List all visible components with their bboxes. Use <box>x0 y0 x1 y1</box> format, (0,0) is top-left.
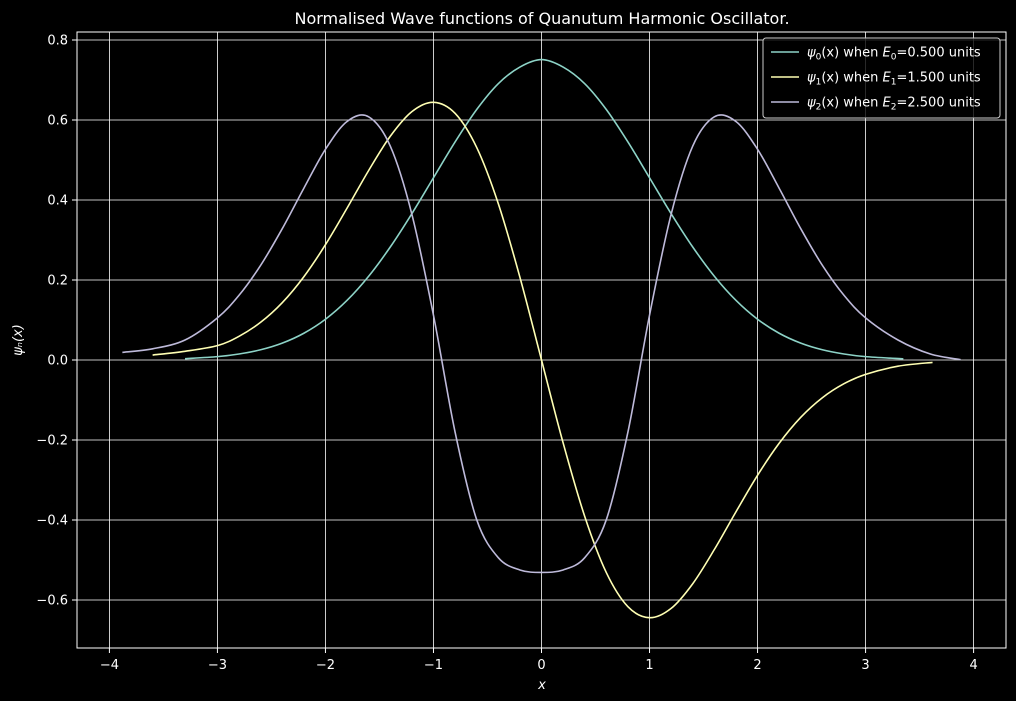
series-lines <box>122 58 961 619</box>
series-line-psi2 <box>122 114 961 574</box>
y-tick-label: −0.6 <box>36 594 68 609</box>
legend-box <box>762 37 1001 119</box>
x-tick-label: 2 <box>753 658 761 673</box>
y-tick-label: 0.8 <box>47 34 68 49</box>
x-tick-label: −4 <box>100 658 119 673</box>
x-tick-label: −1 <box>424 658 443 673</box>
legend: ψ0(x) when E0=0.500 units ψ1(x) when E1=1… <box>762 37 1001 119</box>
y-tick-label: 0.4 <box>47 194 68 209</box>
y-tick-label: 0.0 <box>47 354 68 369</box>
grid <box>77 32 1006 648</box>
y-axis-label: ψₙ(x) <box>11 324 26 356</box>
legend-entry-label: ψ0(x) when E0=0.500 units <box>807 46 981 63</box>
chart-title: Normalised Wave functions of Quanutum Ha… <box>294 9 789 28</box>
y-tick-label: −0.2 <box>36 434 68 449</box>
series-line-psi1 <box>152 101 933 619</box>
legend-entry-label: ψ1(x) when E1=1.500 units <box>807 71 981 88</box>
y-tick-label: 0.2 <box>47 274 68 289</box>
x-tick-label: −3 <box>208 658 227 673</box>
x-axis-label: x <box>537 678 546 693</box>
x-tick-label: 3 <box>861 658 869 673</box>
y-tick-label: 0.6 <box>47 114 68 129</box>
x-tick-label: 1 <box>645 658 653 673</box>
axis-ticks: −4 −3 −2 −1 0 1 2 3 4 −0.6 −0.4 −0.2 0.0 0.2 0.4 0.6 0.8 <box>36 34 977 674</box>
y-tick-label: −0.4 <box>36 514 68 529</box>
x-tick-label: 4 <box>969 658 977 673</box>
legend-entry-label: ψ2(x) when E2=2.500 units <box>807 96 981 113</box>
x-tick-label: 0 <box>537 658 545 673</box>
series-line-psi0 <box>184 58 904 360</box>
x-tick-label: −2 <box>316 658 335 673</box>
